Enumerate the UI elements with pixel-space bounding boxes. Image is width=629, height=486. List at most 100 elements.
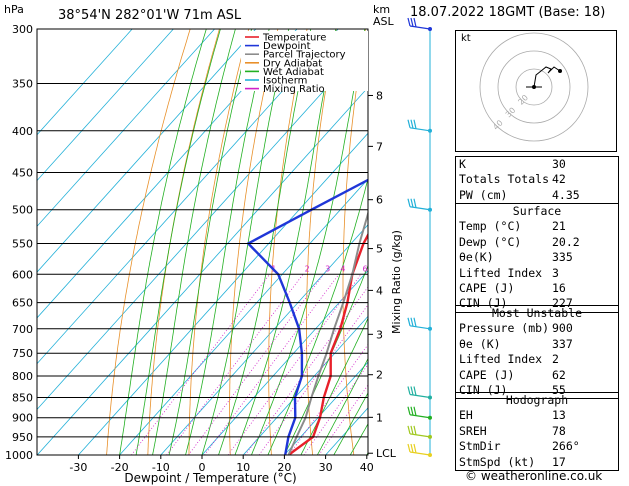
isotherm-line — [37, 29, 298, 319]
stat-row: StmSpd (kt) 17 — [456, 455, 618, 470]
pressure-tick-label: 650 — [12, 297, 33, 310]
stat-row: Temp (°C) 21 — [456, 219, 618, 234]
hodograph-unit-label: kt — [461, 33, 471, 44]
stat-row: Lifted Index 2 — [456, 352, 618, 367]
wind-barb-flag — [413, 119, 417, 129]
most-unstable-panel: Most Unstable Pressure (mb) 900 θe (K) 337 L… — [455, 305, 619, 400]
stat-value: 20.2 — [552, 234, 580, 249]
mixing-ratio-line — [188, 274, 325, 455]
stat-row: CAPE (J) 62 — [456, 368, 618, 383]
pressure-tick-label: 400 — [12, 125, 33, 138]
isotherm-line — [37, 29, 339, 365]
stat-label: CIN (J) — [459, 296, 508, 311]
stat-label: CAPE (J) — [459, 280, 515, 295]
mixing-ratio-label: 3 — [325, 264, 330, 273]
pressure-tick-label: 700 — [12, 323, 33, 336]
isotherm-line — [78, 132, 368, 455]
pressure-tick-label: 450 — [12, 166, 33, 179]
pressure-tick-label: 800 — [12, 370, 33, 383]
stat-value: 30 — [552, 157, 566, 171]
dry-adiabat-line — [106, 29, 191, 455]
wind-barb-flag — [410, 406, 414, 416]
isotherm-line — [37, 29, 257, 273]
legend-label: Parcel Trajectory — [263, 50, 346, 61]
stat-value: 266° — [552, 439, 580, 454]
isotherm-line — [37, 29, 174, 182]
wind-barb-shaft — [409, 127, 431, 132]
mixing-ratio-line — [244, 286, 368, 455]
hodograph-ring-label: 20 — [516, 93, 530, 107]
stat-row: EH 13 — [456, 408, 618, 423]
dry-adiabat-line — [342, 29, 366, 455]
mixing-ratio-line — [258, 304, 368, 455]
stat-row: CIN (J) 55 — [456, 383, 618, 398]
pressure-tick-label: 950 — [12, 431, 33, 444]
mixing-ratio-line — [318, 384, 368, 455]
isotherm-line — [201, 269, 368, 455]
km-tick-label: 1 — [376, 411, 383, 424]
pressure-tick-label: 850 — [12, 391, 33, 404]
pressure-tick-label: 500 — [12, 204, 33, 217]
stat-label: StmDir — [459, 439, 501, 454]
km-tick-label: 5 — [376, 243, 383, 256]
pressure-tick-label: 900 — [12, 412, 33, 425]
stat-value: 335 — [552, 250, 573, 265]
hodograph-ring — [479, 32, 589, 142]
isotherm-line — [37, 86, 368, 455]
wet-adiabat-line — [300, 317, 368, 455]
stat-value: 55 — [552, 382, 566, 397]
location-label: 38°54'N 282°01'W 71m ASL — [58, 8, 242, 23]
wind-barb-flag — [407, 425, 411, 434]
stat-value: 21 — [552, 219, 566, 234]
stat-value: 13 — [552, 408, 566, 423]
stat-row: θe (K) 337 — [456, 337, 618, 352]
stat-label: θe(K) — [459, 250, 494, 265]
date-header: 18.07.2022 18GMT (Base: 18) — [410, 5, 606, 20]
km-tick-label: 2 — [376, 369, 383, 382]
hodograph-stats-panel: Hodograph EH 13 SREH 78 StmDir 266° StmSpd (kt… — [455, 392, 619, 471]
km-unit-label: km — [373, 3, 390, 16]
stat-label: Pressure (mb) — [459, 321, 550, 336]
stat-label: PW (cm) — [459, 187, 508, 202]
dry-adiabat-line — [147, 29, 220, 455]
wind-barb-flag — [410, 119, 414, 129]
stat-label: Lifted Index — [459, 265, 543, 280]
x-tick-label: 30 — [319, 461, 333, 474]
wind-barb-flag — [407, 119, 411, 128]
pressure-tick-label: 600 — [12, 268, 33, 281]
stat-value: 3 — [552, 265, 559, 280]
stat-label: CIN (J) — [459, 382, 508, 397]
wind-barb-flag — [407, 386, 411, 395]
wind-barb-shaft — [409, 451, 431, 456]
km-tick-label: 4 — [376, 284, 383, 297]
hodograph-ring-label: 40 — [491, 118, 505, 132]
stat-row: CIN (J) 227 — [456, 296, 618, 311]
wind-barb-flag — [407, 443, 411, 453]
stat-row: SREH 78 — [456, 424, 618, 439]
pressure-tick-label: 300 — [12, 23, 33, 36]
stat-label: θe (K) — [459, 336, 501, 351]
stat-label: SREH — [459, 423, 487, 438]
x-tick-label: -30 — [69, 461, 87, 474]
isotherm-line — [37, 29, 215, 227]
wind-barb-flag — [410, 198, 414, 208]
wind-barb-flag — [410, 317, 414, 327]
stat-value: 337 — [552, 336, 573, 351]
wind-barb-shaft — [409, 206, 431, 211]
stat-label: K — [459, 157, 466, 171]
isotherm-line — [242, 315, 368, 455]
stat-label: Temp (°C) — [459, 219, 522, 234]
km-tick-label: LCL — [376, 447, 397, 460]
stat-label: CAPE (J) — [459, 367, 515, 382]
wind-barb-flag — [410, 425, 414, 435]
wind-barb-flag — [410, 17, 414, 27]
hodograph-trace — [533, 66, 561, 88]
hodograph-ring — [497, 50, 571, 124]
stat-row: StmDir 266° — [456, 439, 618, 454]
stat-value: 227 — [552, 296, 573, 311]
stat-label: Dewp (°C) — [459, 234, 522, 249]
wet-adiabat-line — [333, 392, 368, 455]
stat-value: 2 — [552, 352, 559, 367]
